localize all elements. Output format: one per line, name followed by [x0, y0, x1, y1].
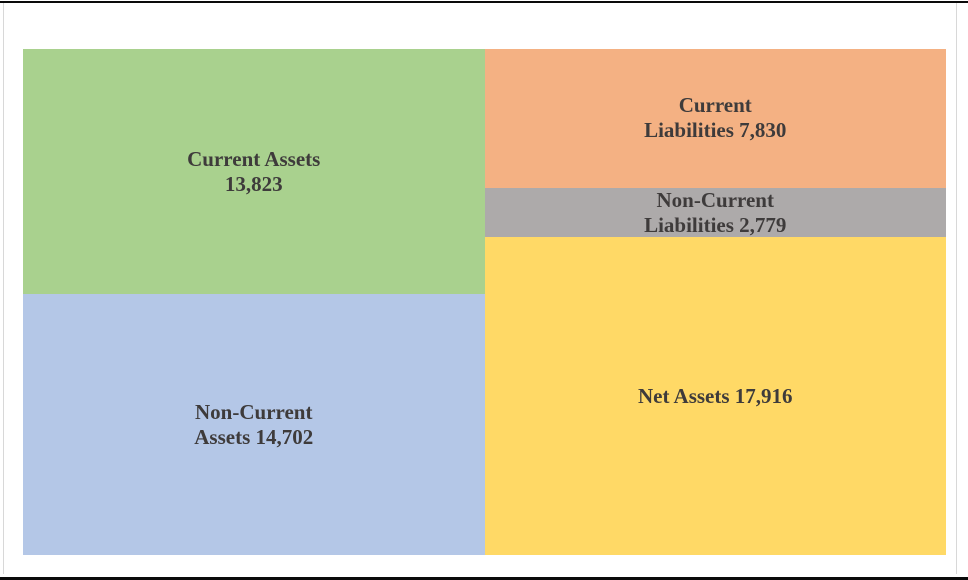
segment-label: Non-Current Assets 14,702 [194, 400, 313, 450]
segment-label-line: Current Assets [187, 146, 321, 171]
segment-label-line: Net Assets 17,916 [637, 383, 793, 408]
assets-column: Current Assets 13,823 Non-Current Assets… [23, 49, 485, 555]
segment-non-current-liabilities: Non-Current Liabilities 2,779 [484, 188, 946, 238]
segment-current-assets: Current Assets 13,823 [23, 49, 485, 295]
segment-label-line: Liabilities 2,779 [644, 212, 787, 237]
segment-label-line: 13,823 [224, 171, 283, 196]
balance-sheet-chart: Current Assets 13,823 Non-Current Assets… [23, 49, 946, 555]
liabilities-net-assets-column: Current Liabilities 7,830 Non-Current Li… [484, 49, 946, 555]
bottom-border-line [0, 577, 968, 580]
segment-label-line: Assets 14,702 [194, 424, 314, 449]
segment-label-line: Current [678, 93, 752, 118]
segment-net-assets: Net Assets 17,916 [484, 237, 946, 555]
segment-label-line: Liabilities 7,830 [644, 118, 787, 143]
top-border-line [0, 1, 968, 3]
segment-non-current-assets: Non-Current Assets 14,702 [23, 294, 485, 555]
segment-label: Non-Current Liabilities 2,779 [644, 188, 786, 238]
segment-current-liabilities: Current Liabilities 7,830 [484, 49, 946, 188]
segment-label-line: Non-Current [195, 399, 313, 424]
right-border-line [956, 3, 957, 574]
segment-label: Net Assets 17,916 [638, 384, 793, 409]
left-border-line [3, 3, 4, 574]
segment-label: Current Assets 13,823 [187, 147, 320, 197]
segment-label-line: Non-Current [656, 187, 774, 212]
segment-label: Current Liabilities 7,830 [644, 93, 786, 143]
